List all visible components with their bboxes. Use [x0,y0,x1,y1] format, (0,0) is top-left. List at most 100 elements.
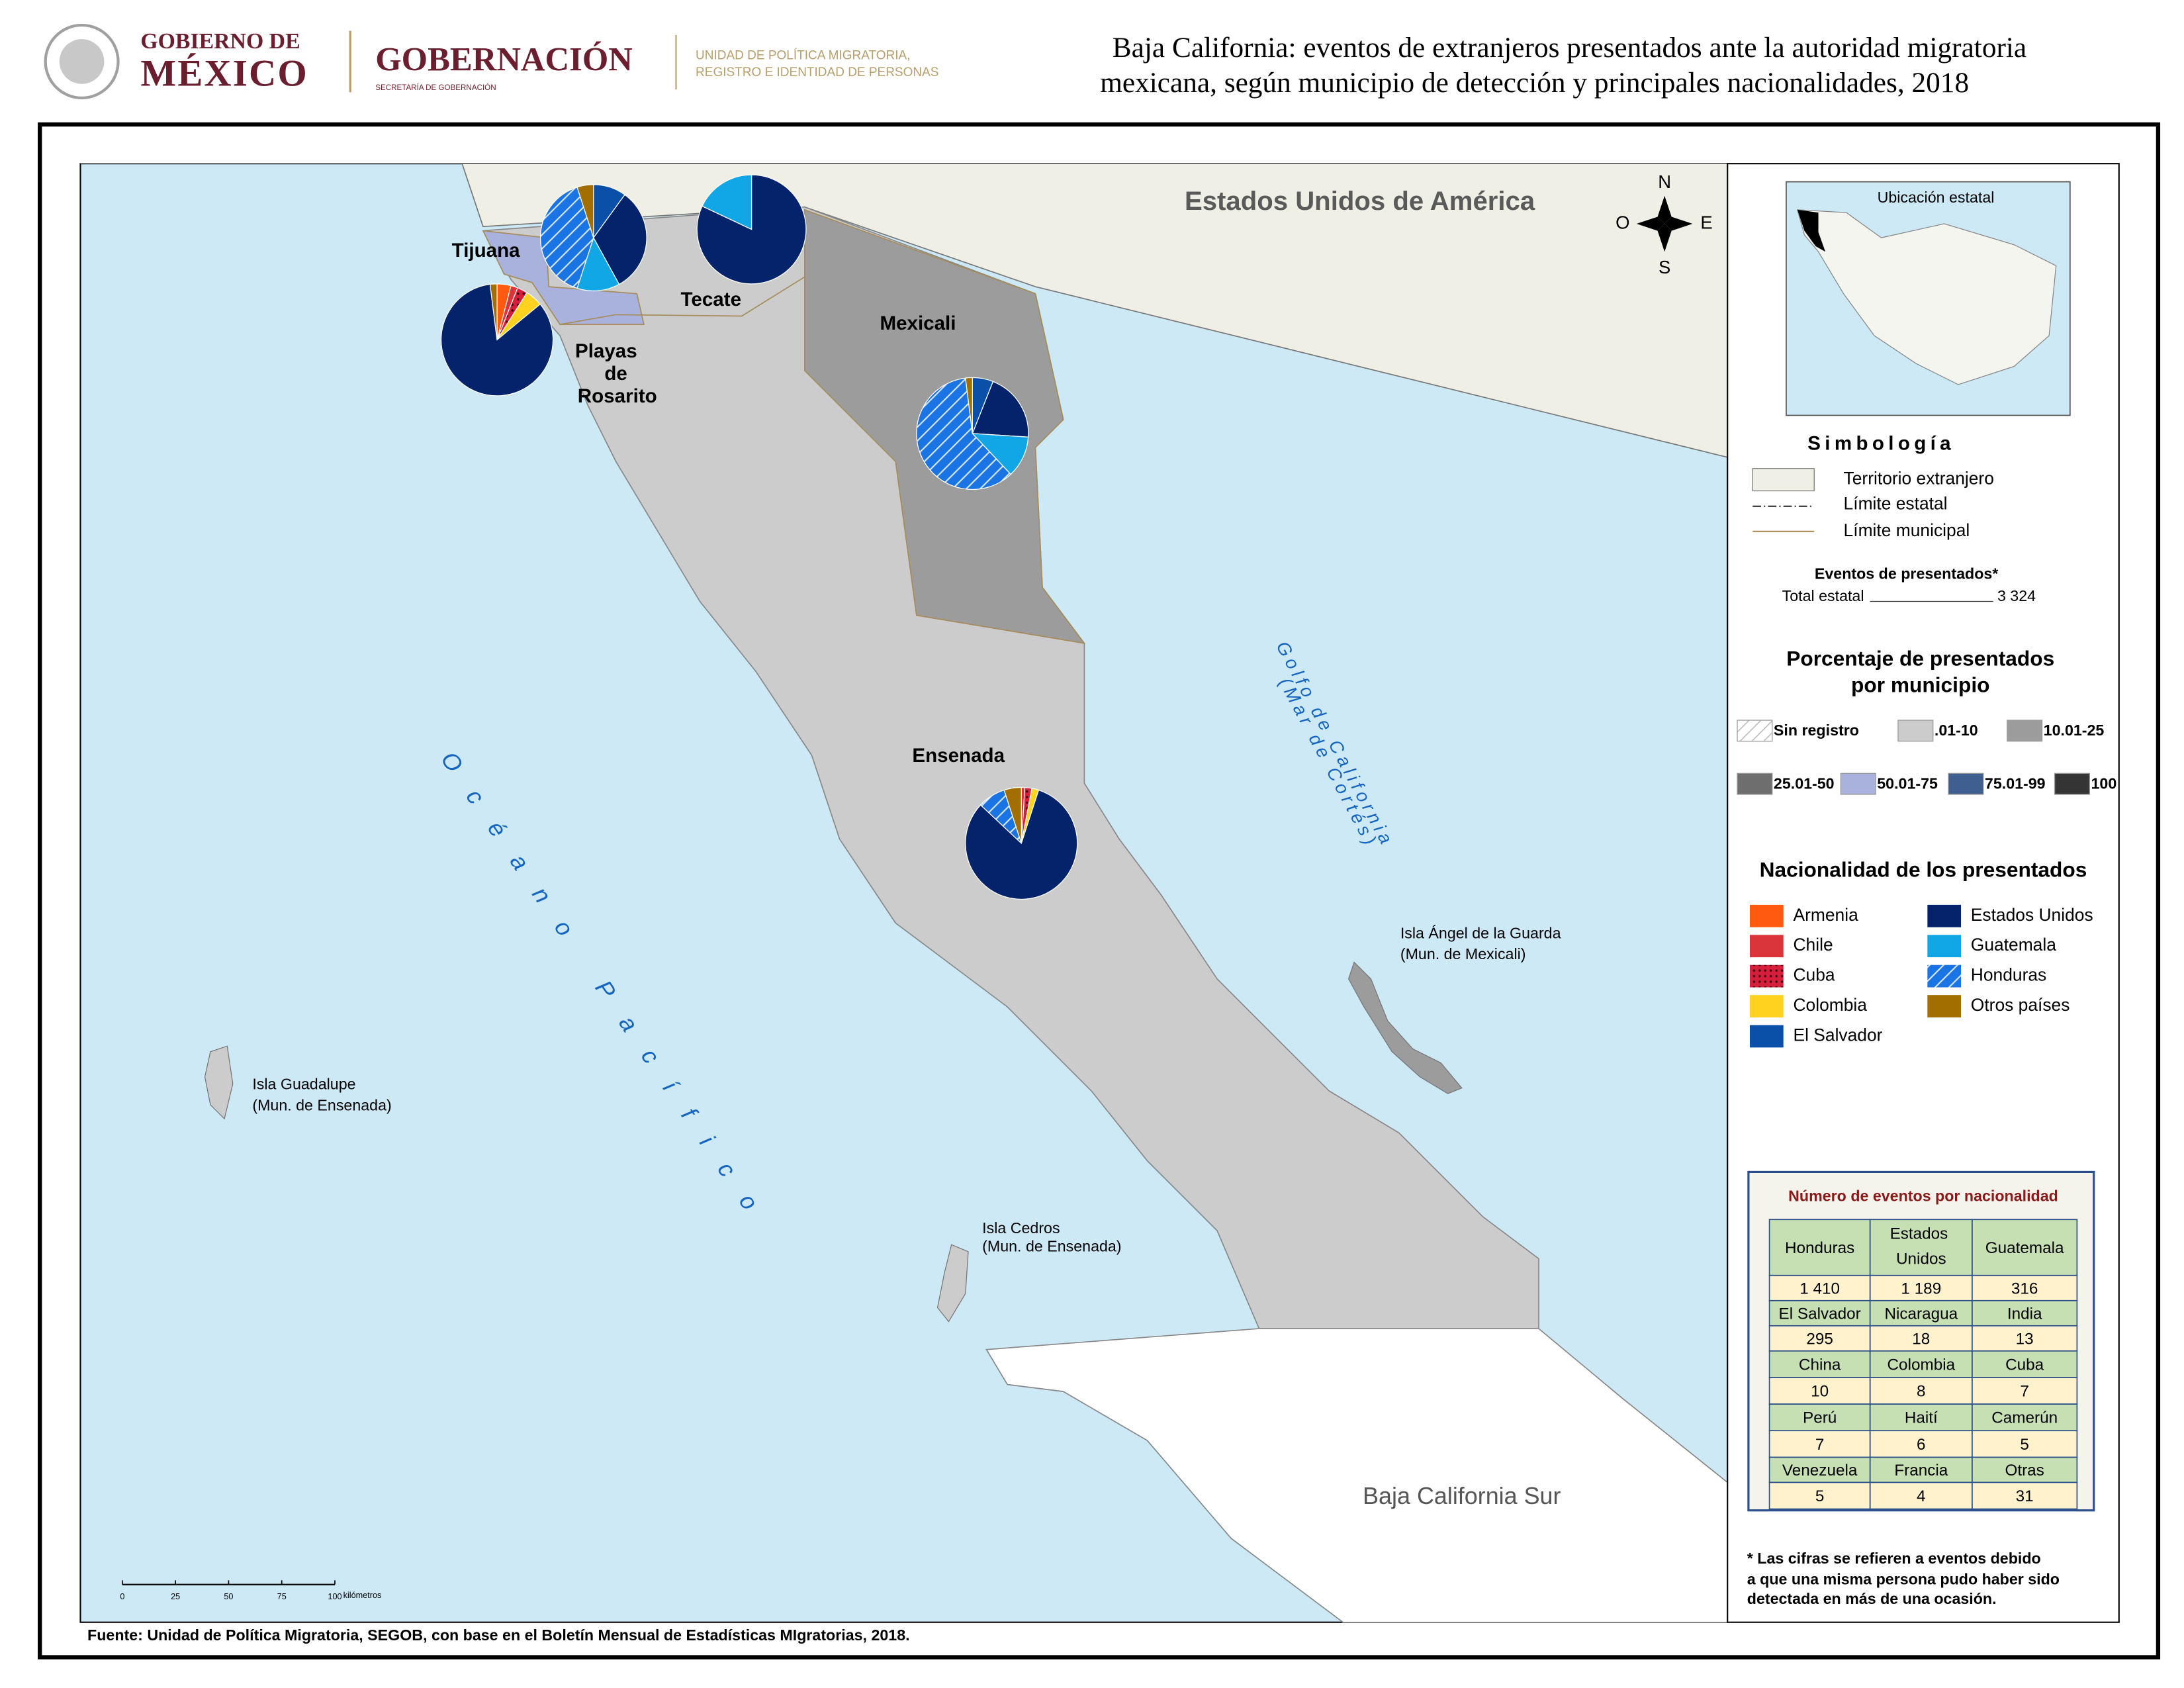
table-text: Otras [2005,1462,2044,1479]
pie-slice [539,187,594,289]
table-text: 10 [1811,1383,1829,1401]
nationality-label: El Salvador [1794,1025,1883,1045]
scale-unit: kilómetros [343,1591,382,1600]
nationality-label: Estados Unidos [1971,905,2093,925]
gov-line: GOBIERNO DE [140,29,300,54]
nationality-swatch [1750,995,1784,1017]
island-label: Isla Ángel de la Guarda [1400,924,1561,941]
table-cell [1869,1456,1973,1483]
pie-slice [440,283,554,397]
class-swatch [1737,773,1773,795]
municipality-label: Tecate [681,289,741,310]
pie-slice [696,174,807,285]
nationality-title: Nacionalidad de los presentados [1760,858,2087,882]
table-cell [1768,1481,1871,1510]
table-cell [1768,1403,1871,1432]
table-cell [1972,1325,2078,1352]
legend: Ubicación estatal Simbología Territorio … [1727,163,2120,1623]
municipality-label: Ensenada [912,745,1005,767]
nationality-label: Honduras [1971,965,2046,985]
table-text: 5 [1815,1487,1825,1505]
compass: N S O E [1615,171,1713,277]
table-text: 316 [2011,1280,2038,1297]
pie-slice [971,433,1029,475]
pie-slice [1003,786,1022,844]
table-cell [1869,1430,1973,1458]
total-value: 3 324 [1997,587,2036,604]
footnote: * Las cifras se refieren a eventos debid… [1747,1550,2041,1567]
compass-label: E [1700,212,1712,232]
nationality-label: Otros países [1971,995,2070,1015]
nationality-swatch [1927,995,1962,1017]
table-cell [1972,1430,2078,1458]
nationality-swatch [1927,935,1962,958]
island-label: Isla Guadalupe [252,1076,355,1093]
table-text: Haití [1905,1409,1938,1427]
percent-title: Porcentaje de presentados [1786,647,2054,671]
island-label: Isla Cedros [982,1219,1060,1237]
table-text: Guatemala [1985,1239,2064,1257]
compass-label: S [1659,257,1670,277]
municipality-label: Mexicali [880,312,956,334]
nationality-swatch [1927,964,1962,988]
source: Fuente: Unidad de Política Migratoria, S… [87,1626,910,1644]
pie-slice [489,283,498,340]
nationality-swatch [1750,904,1784,927]
unit-line: UNIDAD DE POLÍTICA MIGRATORIA, [696,49,910,63]
island-label: (Mun. de Mexicali) [1400,945,1526,962]
pie-slice [702,174,752,230]
table-text: 31 [2016,1487,2034,1505]
isla-angel [1347,961,1463,1094]
table-text: Nicaragua [1884,1305,1958,1323]
nationality-swatch [1750,964,1784,988]
municipality-label: Playas [575,340,637,362]
table-text: 4 [1917,1487,1926,1505]
class-swatch [2054,773,2091,795]
country-label: Estados Unidos de América [1185,186,1535,216]
class-label: .01-10 [1934,722,1978,739]
table-cell [1768,1350,1871,1378]
legend-text: Límite municipal [1844,520,1970,540]
scale-tick-label: 0 [120,1592,124,1601]
table-cell [1768,1219,1871,1276]
table-cell [1972,1456,2078,1483]
gov-line: MÉXICO [140,52,308,94]
table-text: 18 [1912,1330,1930,1348]
bcs-area [985,1328,1729,1623]
scale-tick-label: 100 [328,1592,341,1601]
footnote: a que una misma persona pudo haber sido [1747,1570,2060,1587]
table-cell [1869,1325,1973,1352]
inset-mexico [1796,209,2057,385]
inset-state [1797,209,1826,252]
table-text: 7 [1815,1436,1825,1454]
table-cell [1972,1350,2078,1378]
isla-cedros [936,1244,969,1323]
pie-slice [576,184,594,238]
table-text: El Salvador [1779,1305,1861,1323]
nationality-label: Guatemala [1971,935,2056,955]
table-cell [1972,1274,2078,1301]
municipal-limit [559,276,805,325]
table-text: China [1799,1356,1841,1374]
municipality-label: de [604,363,627,385]
pie-slice [972,381,1029,438]
symbology-title: Simbología [1807,433,1955,455]
table-text: 13 [2016,1330,2034,1348]
nationality-swatch [1750,935,1784,958]
class-swatch [1840,773,1876,795]
table-cell [1869,1481,1973,1510]
table-text: 1 410 [1799,1280,1840,1297]
nationality-label: Cuba [1794,965,1835,985]
class-swatch [1948,773,1984,795]
pie-slice [965,377,973,434]
island-label: (Mun. de Ensenada) [982,1238,1121,1255]
table-text: India [2007,1305,2042,1323]
compass-label: O [1615,212,1629,232]
class-swatch [1897,720,1934,742]
table-text: Colombia [1888,1356,1956,1374]
footnote: detectada en más de una ocasión. [1747,1590,1997,1607]
legend-text: Límite estatal [1844,494,1948,514]
table-cell [1972,1377,2078,1405]
